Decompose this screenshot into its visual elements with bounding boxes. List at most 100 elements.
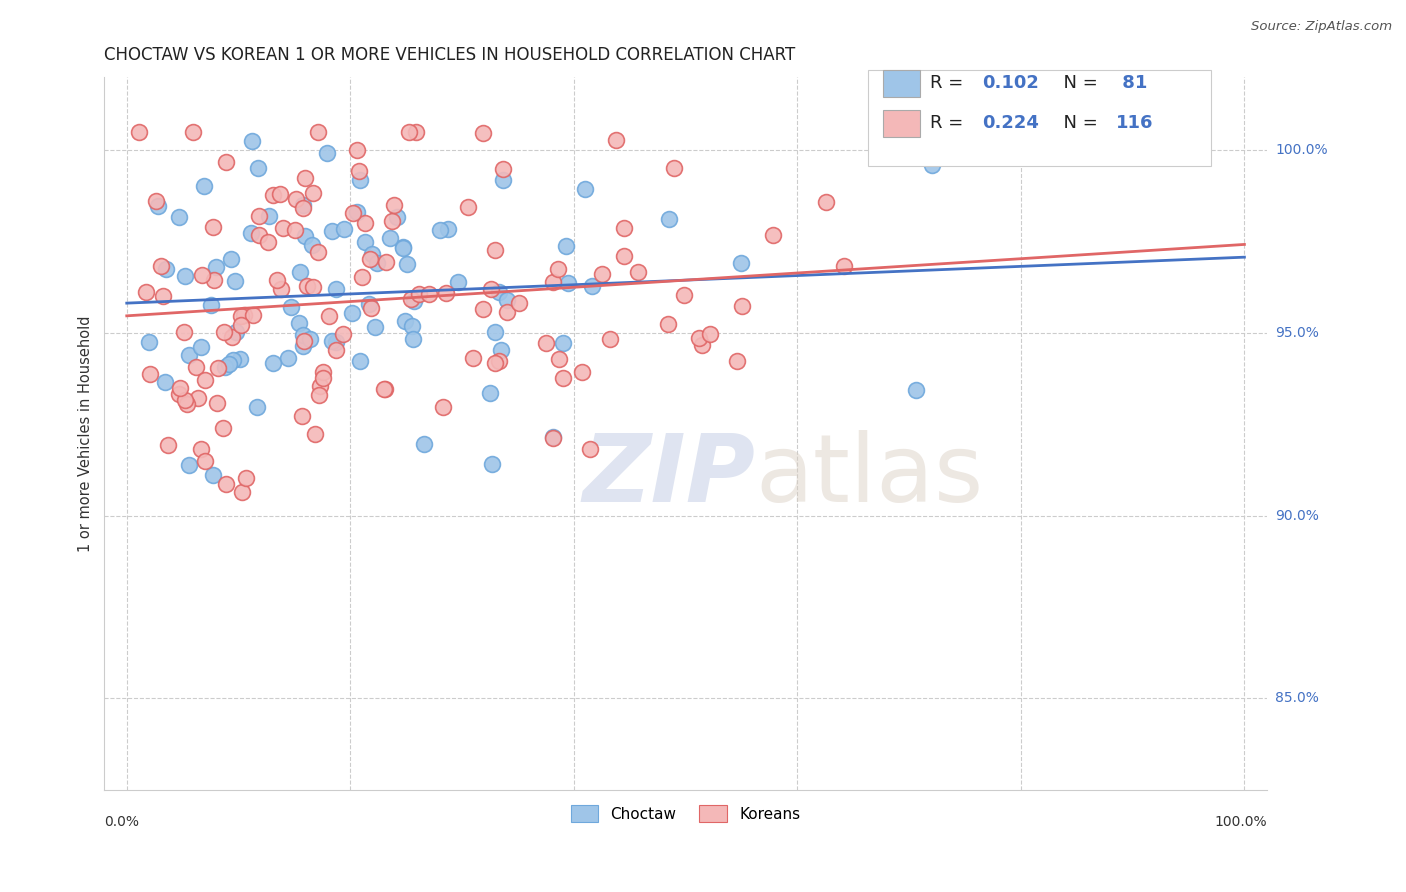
Point (481, 457, 503, 471)
Text: 0.0%: 0.0% (104, 815, 139, 829)
Point (360, 301, 382, 316)
Point (418, 287, 440, 301)
Point (346, 143, 368, 157)
Point (190, 340, 212, 354)
Point (202, 467, 225, 482)
Point (333, 221, 356, 235)
Point (284, 223, 307, 237)
Point (229, 352, 252, 367)
Point (730, 255, 752, 269)
Point (169, 381, 191, 395)
Point (690, 338, 713, 352)
Point (489, 343, 512, 357)
Point (207, 395, 229, 409)
Point (155, 262, 177, 277)
Point (174, 269, 197, 284)
Point (167, 210, 190, 224)
Point (401, 332, 423, 346)
Point (484, 325, 506, 339)
Point (541, 276, 564, 290)
Point (184, 359, 207, 374)
Point (534, 335, 557, 350)
Point (316, 145, 339, 160)
Point (307, 244, 329, 259)
Point (382, 198, 405, 212)
Point (375, 254, 398, 268)
Point (239, 227, 262, 241)
Point (232, 308, 254, 322)
Point (391, 241, 413, 255)
Point (557, 276, 579, 290)
Text: atlas: atlas (755, 430, 984, 522)
Point (202, 220, 225, 235)
Point (762, 228, 785, 243)
Point (174, 393, 197, 408)
Point (349, 172, 371, 186)
Point (302, 280, 325, 294)
Point (488, 354, 510, 368)
Point (360, 247, 382, 261)
Point (688, 331, 710, 345)
Point (432, 400, 454, 414)
Text: N =: N = (1052, 114, 1104, 132)
Point (446, 275, 468, 289)
Point (247, 210, 270, 224)
Point (224, 275, 246, 289)
Point (401, 293, 423, 307)
Point (292, 201, 315, 215)
Point (725, 354, 748, 368)
Point (479, 385, 502, 400)
Point (508, 295, 530, 310)
Text: 116: 116 (1115, 114, 1153, 132)
Point (491, 173, 513, 187)
Point (176, 397, 198, 411)
Point (405, 125, 427, 139)
Point (599, 332, 621, 346)
Point (302, 186, 325, 200)
Point (381, 214, 404, 228)
Point (921, 158, 943, 172)
Point (479, 282, 502, 296)
Point (832, 259, 855, 273)
Point (309, 378, 332, 392)
Point (262, 356, 284, 370)
Point (270, 282, 292, 296)
Point (146, 199, 169, 213)
Point (256, 235, 278, 250)
Point (496, 305, 519, 319)
Point (294, 171, 316, 186)
Point (579, 442, 602, 456)
Point (463, 351, 485, 365)
Point (325, 335, 347, 350)
Text: R =: R = (929, 74, 969, 92)
Point (349, 353, 371, 368)
Point (492, 161, 515, 176)
Text: 95.0%: 95.0% (1275, 326, 1319, 340)
Point (547, 261, 569, 276)
FancyBboxPatch shape (868, 70, 1211, 166)
Point (404, 294, 426, 309)
Point (366, 256, 388, 270)
Point (190, 442, 212, 456)
Point (352, 270, 374, 285)
Point (262, 188, 284, 202)
Point (231, 309, 253, 323)
Text: 85.0%: 85.0% (1275, 691, 1319, 706)
Point (394, 313, 416, 327)
Point (212, 325, 235, 339)
Text: 0.102: 0.102 (981, 74, 1039, 92)
Point (658, 212, 681, 227)
Point (138, 335, 160, 350)
Point (325, 282, 347, 296)
Point (269, 186, 291, 201)
Point (311, 371, 333, 385)
Point (145, 194, 167, 208)
Point (374, 382, 396, 396)
Point (484, 356, 506, 370)
Point (288, 265, 311, 279)
Point (225, 325, 247, 339)
Point (149, 259, 172, 273)
Point (271, 220, 294, 235)
Point (581, 278, 603, 293)
Point (194, 454, 217, 468)
